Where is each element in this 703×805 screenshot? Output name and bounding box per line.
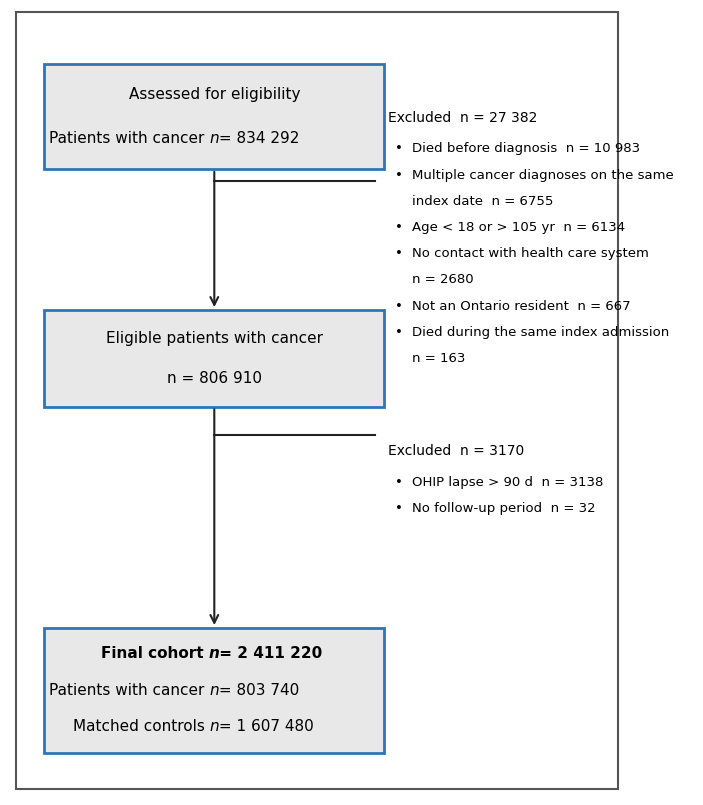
Text: •: •	[395, 502, 403, 515]
Text: Multiple cancer diagnoses on the same: Multiple cancer diagnoses on the same	[411, 168, 673, 182]
Text: •: •	[395, 168, 403, 182]
Text: Died during the same index admission: Died during the same index admission	[411, 326, 669, 339]
Text: •: •	[395, 221, 403, 234]
Text: •: •	[395, 476, 403, 489]
FancyBboxPatch shape	[44, 628, 385, 753]
Text: = 803 740: = 803 740	[214, 683, 299, 698]
Text: = 2 411 220: = 2 411 220	[214, 646, 323, 661]
FancyBboxPatch shape	[44, 64, 385, 169]
FancyBboxPatch shape	[44, 310, 385, 407]
Text: n = 163: n = 163	[411, 352, 465, 365]
Text: No follow-up period  n = 32: No follow-up period n = 32	[411, 502, 595, 515]
Text: n: n	[209, 720, 219, 734]
Text: n = 806 910: n = 806 910	[167, 371, 262, 386]
Text: Excluded  n = 3170: Excluded n = 3170	[387, 444, 524, 458]
Text: OHIP lapse > 90 d  n = 3138: OHIP lapse > 90 d n = 3138	[411, 476, 603, 489]
Text: •: •	[395, 142, 403, 155]
Text: Patients with cancer: Patients with cancer	[49, 683, 214, 698]
Text: Not an Ontario resident  n = 667: Not an Ontario resident n = 667	[411, 299, 630, 312]
Text: Age < 18 or > 105 yr  n = 6134: Age < 18 or > 105 yr n = 6134	[411, 221, 625, 234]
Text: n = 2680: n = 2680	[411, 274, 473, 287]
Text: = 1 607 480: = 1 607 480	[214, 720, 314, 734]
Text: No contact with health care system: No contact with health care system	[411, 247, 648, 260]
Text: = 834 292: = 834 292	[214, 131, 299, 146]
Text: n: n	[209, 646, 220, 661]
Text: Matched controls: Matched controls	[72, 720, 214, 734]
Text: Final cohort: Final cohort	[101, 646, 214, 661]
Text: n: n	[209, 683, 219, 698]
Text: Died before diagnosis  n = 10 983: Died before diagnosis n = 10 983	[411, 142, 640, 155]
Text: •: •	[395, 326, 403, 339]
Text: Eligible patients with cancer: Eligible patients with cancer	[106, 331, 323, 345]
Text: n: n	[209, 131, 219, 146]
Text: Excluded  n = 27 382: Excluded n = 27 382	[387, 111, 537, 125]
Text: Assessed for eligibility: Assessed for eligibility	[129, 88, 300, 102]
Text: •: •	[395, 299, 403, 312]
Text: index date  n = 6755: index date n = 6755	[411, 195, 553, 208]
Text: Patients with cancer: Patients with cancer	[49, 131, 214, 146]
Text: •: •	[395, 247, 403, 260]
